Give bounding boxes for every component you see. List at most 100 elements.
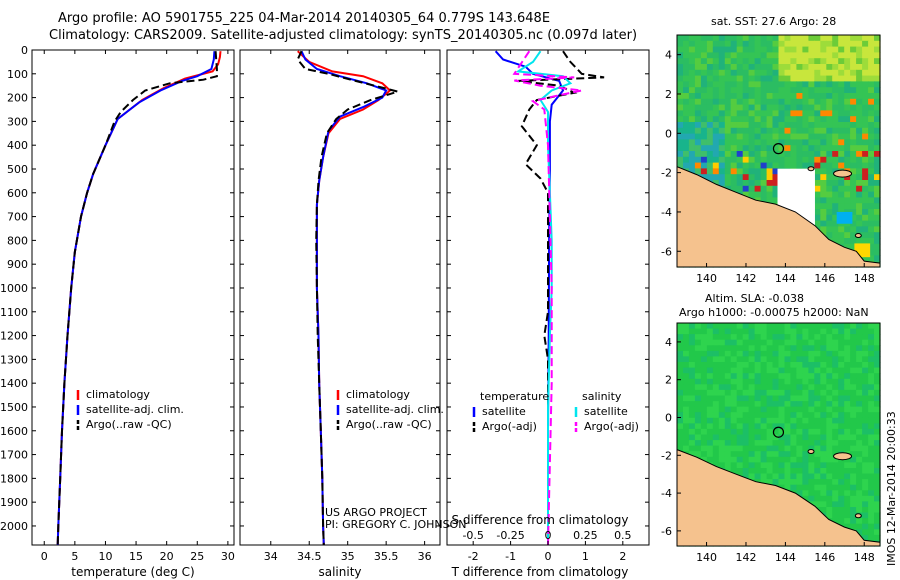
sla-map-cell bbox=[724, 373, 732, 380]
sst-map-cell bbox=[700, 116, 708, 123]
sst-map-cell bbox=[820, 220, 827, 227]
sla-map-cell bbox=[808, 417, 815, 424]
sla-map-cell bbox=[790, 473, 797, 480]
sla-map-cell bbox=[838, 462, 845, 469]
sst-map-cell bbox=[826, 52, 833, 59]
sst-map-cell bbox=[694, 58, 702, 65]
depth-tick-label: 400 bbox=[7, 139, 28, 152]
sst-map-cell bbox=[856, 180, 863, 187]
sla-map-cell bbox=[683, 395, 690, 402]
sst-map-cell bbox=[742, 174, 750, 181]
sla-map-cell bbox=[838, 507, 845, 514]
sla-map-cell bbox=[688, 378, 696, 385]
sla-map-cell bbox=[838, 356, 845, 363]
sla-map-cell bbox=[742, 367, 750, 374]
sst-map-cell bbox=[868, 139, 875, 146]
sla-map-cell bbox=[736, 423, 744, 430]
sst-map-cell bbox=[766, 151, 774, 158]
sla-map-cell bbox=[832, 462, 839, 469]
sst-map-cell bbox=[736, 174, 744, 181]
sla-map-cell bbox=[862, 479, 869, 486]
sst-map-cell bbox=[688, 87, 696, 94]
sst-map-cell bbox=[683, 110, 690, 117]
sla-map-cell bbox=[874, 495, 881, 502]
sst-map-cell bbox=[874, 151, 881, 158]
sst-map-cell bbox=[718, 151, 726, 158]
sst-map-cell bbox=[808, 139, 815, 146]
sst-map-cell bbox=[814, 122, 821, 129]
sst-map-cell bbox=[718, 69, 726, 77]
sdiff-tick-label: 0.25 bbox=[573, 529, 598, 542]
sst-map-cell bbox=[802, 151, 809, 158]
sla-map-cell bbox=[856, 384, 863, 391]
sst-map-cell bbox=[700, 127, 708, 135]
sst-map-cell bbox=[850, 185, 857, 193]
sst-map-cell bbox=[856, 58, 863, 65]
sst-map-cell bbox=[862, 52, 869, 59]
sst-map-cell bbox=[862, 174, 869, 181]
sla-map-cell bbox=[862, 367, 869, 374]
sst-map-cell bbox=[766, 46, 774, 53]
sla-map-cell bbox=[802, 328, 809, 335]
sla-map-cell bbox=[712, 373, 720, 380]
sla-map-cell bbox=[724, 412, 732, 419]
sla-map-cell bbox=[862, 378, 869, 385]
sst-map-cell bbox=[868, 133, 875, 140]
sla-map-cell bbox=[688, 423, 696, 430]
sst-map-cell bbox=[808, 133, 815, 140]
sla-map-cell bbox=[718, 462, 726, 469]
sst-map-cell bbox=[838, 226, 845, 233]
sst-map-cell bbox=[814, 127, 821, 135]
sla-map-cell bbox=[784, 401, 792, 408]
sdiff-axis-label: S difference from climatology bbox=[452, 513, 629, 527]
sla-map-cell bbox=[754, 339, 762, 346]
sst-map-cell bbox=[874, 46, 881, 53]
sla-map-cell bbox=[844, 384, 851, 391]
sla-map-cell bbox=[724, 378, 732, 385]
sst-map-cell bbox=[778, 87, 786, 94]
sst-map-cell bbox=[832, 232, 839, 239]
sst-map-cell bbox=[790, 64, 797, 71]
sst-map-cell bbox=[688, 46, 696, 53]
sla-map-cell bbox=[742, 389, 750, 397]
sla-map-cell bbox=[844, 423, 851, 430]
sla-map-cell bbox=[826, 367, 833, 374]
sla-map-cell bbox=[694, 323, 702, 330]
sst-map-cell bbox=[826, 139, 833, 146]
sla-map-cell bbox=[736, 345, 744, 352]
sla-map-cell bbox=[826, 440, 833, 447]
sla-map-cell bbox=[850, 334, 857, 341]
sla-map-cell bbox=[832, 339, 839, 346]
sst-map-cell bbox=[784, 35, 792, 42]
sst-map-cell bbox=[677, 35, 684, 42]
diff-legend-label: satellite bbox=[584, 405, 628, 418]
sla-map-cell bbox=[688, 406, 696, 413]
sal-series-climatology bbox=[297, 50, 392, 545]
sst-map-cell bbox=[712, 69, 720, 77]
sst-map-cell bbox=[724, 93, 732, 100]
sla-map-cell bbox=[742, 323, 750, 330]
sla-map-cell bbox=[736, 328, 744, 335]
sla-map-cell bbox=[838, 473, 845, 480]
sla-map-cell bbox=[784, 323, 792, 330]
sst-map-cell bbox=[712, 46, 720, 53]
sla-map-cell bbox=[838, 428, 845, 436]
sla-map-cell bbox=[766, 356, 774, 363]
sal-xtick-label: 35.5 bbox=[374, 550, 399, 563]
sst-map-cell bbox=[772, 35, 780, 42]
sst-map-cell bbox=[730, 122, 738, 129]
sla-map-cell bbox=[700, 345, 708, 352]
sla-map-cell bbox=[778, 462, 786, 469]
sst-map-cell bbox=[814, 87, 821, 94]
sla-map-cell bbox=[724, 428, 732, 436]
sla-map-cell bbox=[826, 378, 833, 385]
sla-map-cell bbox=[790, 345, 797, 352]
sst-map-cell bbox=[874, 243, 881, 251]
sla-map-cell bbox=[814, 401, 821, 408]
sst-map-cell bbox=[724, 122, 732, 129]
sst-map-cell bbox=[820, 93, 827, 100]
sla-map-cell bbox=[706, 401, 714, 408]
sla-map-cell bbox=[677, 378, 684, 385]
sla-map-cell bbox=[808, 412, 815, 419]
sst-map-cell bbox=[796, 81, 803, 88]
